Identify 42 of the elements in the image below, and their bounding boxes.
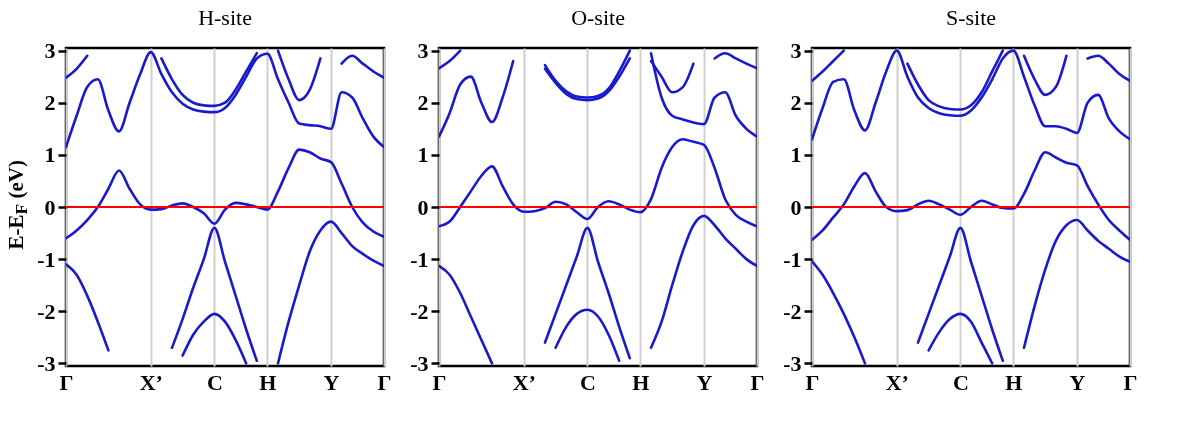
y-tick-label: -3 [410,350,429,376]
x-tick-label: X’ [885,369,910,395]
y-tick-label: -1 [37,246,56,272]
x-tick-label: Γ [805,369,820,395]
x-tick-label: X’ [139,369,164,395]
x-tick-label: Γ [1123,369,1138,395]
x-tick-label: H [632,369,650,395]
y-tick-label: -2 [410,298,429,324]
y-tick-label: 1 [44,142,56,168]
y-tick-label: 0 [790,194,802,220]
chart-title: O-site [571,4,626,30]
y-tick-label: 2 [417,90,429,116]
y-tick-label: -2 [37,298,56,324]
y-tick-label: -1 [783,246,802,272]
x-tick-label: Y [696,369,713,395]
y-tick-label: 0 [417,194,429,220]
y-tick-label: -3 [783,350,802,376]
y-tick-label: 3 [790,38,802,64]
x-tick-label: H [259,369,277,395]
chart-title: S-site [946,4,997,30]
x-tick-label: Γ [59,369,74,395]
x-tick-label: Γ [750,369,765,395]
chart-title: H-site [198,4,253,30]
y-tick-label: 1 [790,142,802,168]
y-tick-label: -3 [37,350,56,376]
x-tick-label: C [953,369,970,395]
y-tick-label: 3 [417,38,429,64]
y-tick-label: -2 [783,298,802,324]
y-tick-label: 3 [44,38,56,64]
x-tick-label: Γ [432,369,447,395]
x-tick-label: Y [1069,369,1086,395]
y-tick-label: 0 [44,194,56,220]
y-tick-label: 1 [417,142,429,168]
x-tick-label: X’ [512,369,537,395]
x-tick-label: Y [323,369,340,395]
x-tick-label: C [580,369,597,395]
x-tick-label: H [1005,369,1023,395]
x-tick-label: Γ [377,369,392,395]
y-tick-label: 2 [44,90,56,116]
y-tick-label: -1 [410,246,429,272]
y-tick-label: 2 [790,90,802,116]
x-tick-label: C [207,369,224,395]
